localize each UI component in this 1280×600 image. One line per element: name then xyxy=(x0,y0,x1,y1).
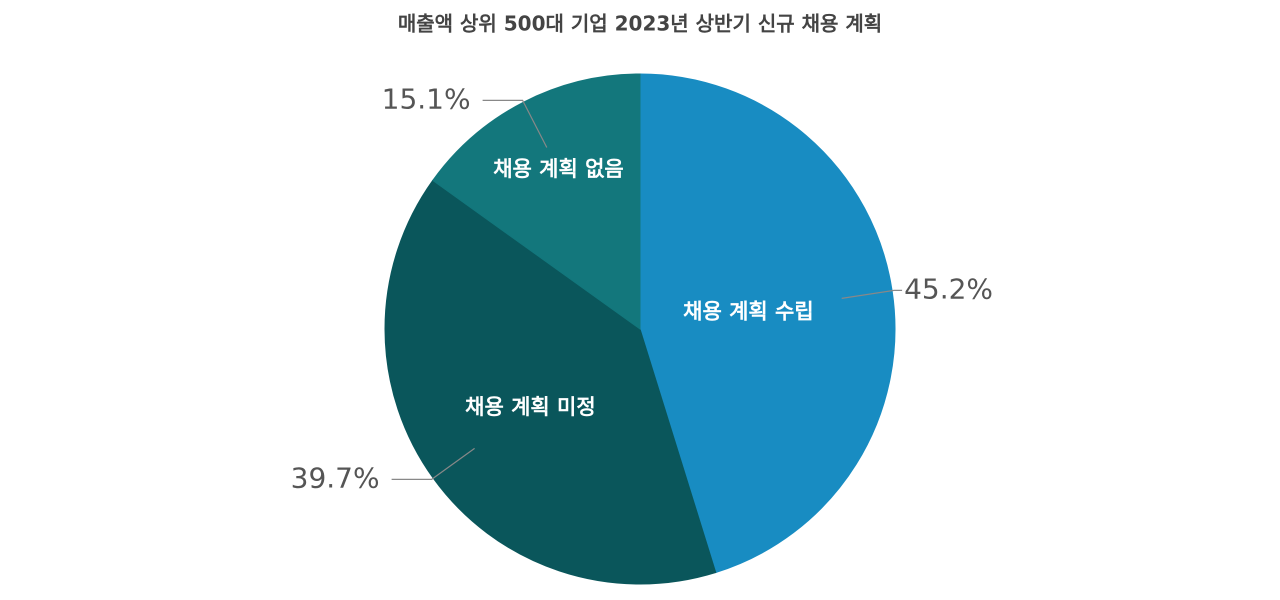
value-label: 45.2% xyxy=(904,272,993,305)
leader-line xyxy=(391,447,475,481)
slice-label: 채용 계획 미정 xyxy=(465,395,596,419)
leader-line xyxy=(482,99,548,148)
slice-label: 채용 계획 수립 xyxy=(683,300,814,324)
slice-label: 채용 계획 없음 xyxy=(493,157,624,181)
chart-title: 매출액 상위 500대 기업 2023년 상반기 신규 채용 계획 xyxy=(398,12,882,36)
value-label: 15.1% xyxy=(382,82,471,115)
value-label: 39.7% xyxy=(291,461,380,494)
leader-line xyxy=(841,289,903,299)
